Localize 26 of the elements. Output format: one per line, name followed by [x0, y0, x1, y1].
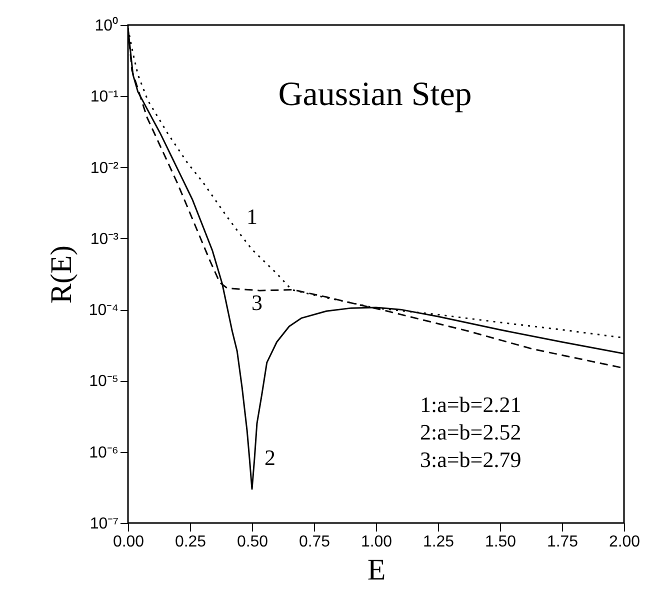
- x-tick-label: 0.50: [236, 534, 268, 550]
- x-tick-label: 1.25: [422, 534, 454, 550]
- x-tick-label: 0.75: [298, 534, 330, 550]
- x-tick-label: 1.75: [546, 534, 578, 550]
- annotation: 3:a=b=2.79: [420, 447, 522, 472]
- x-tick-label: 2.00: [608, 534, 640, 550]
- y-tick-label: 10⁻⁷: [90, 516, 119, 532]
- annotation: 2:a=b=2.52: [420, 420, 522, 444]
- annotation: 1:a=b=2.21: [420, 392, 522, 417]
- y-axis-title: R(E): [44, 245, 78, 304]
- annotation: 3: [252, 290, 262, 315]
- x-tick-label: 0.00: [112, 534, 144, 550]
- x-tick-label: 0.25: [174, 534, 206, 550]
- annotation: 2: [264, 445, 276, 470]
- y-tick-label: 10⁻³: [90, 230, 120, 248]
- y-tick-label: 10⁻⁶: [89, 444, 118, 462]
- annotation: 1: [246, 204, 258, 229]
- text: Gaussian Step: [278, 76, 472, 113]
- x-tick-label: 1.00: [360, 534, 392, 550]
- y-tick-label: 10⁻⁵: [89, 373, 118, 390]
- y-tick-label: 10⁰: [94, 16, 118, 34]
- y-tick-label: 10⁻²: [90, 160, 120, 177]
- y-tick-label: 10⁻¹: [90, 88, 118, 106]
- x-axis-title: E: [367, 554, 386, 586]
- y-tick-label: 10⁻⁴: [88, 302, 119, 320]
- x-tick-label: 1.50: [484, 534, 516, 550]
